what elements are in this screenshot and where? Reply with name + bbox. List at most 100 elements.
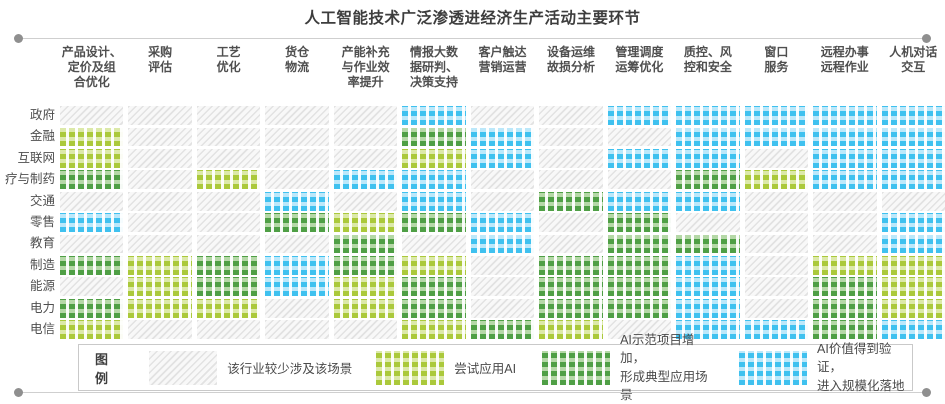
heatmap-cell [881, 256, 945, 275]
row-label-10: 电力 [29, 300, 55, 315]
row-label-1: 政府 [29, 108, 55, 122]
heatmap-cell [813, 298, 877, 318]
heatmap-cell [402, 234, 466, 254]
heatmap-cell [60, 320, 124, 339]
column-header-6: 情报大数 据研判、 决策支持 [410, 45, 459, 89]
heatmap-cell [402, 320, 466, 339]
heatmap-cell [128, 256, 192, 275]
column-header-3: 工艺 优化 [216, 45, 241, 74]
heatmap-cell [196, 277, 261, 297]
heatmap-cell [333, 320, 398, 339]
legend-swatch-demo [542, 350, 611, 385]
heatmap-cell [881, 320, 945, 339]
legend-label-demo: AI示范项目增加， 形成典型应用场景 [620, 333, 708, 402]
heatmap-cell [128, 127, 192, 147]
heatmap-cell [676, 106, 740, 126]
heatmap-cell [402, 149, 466, 168]
heatmap-cell [402, 191, 466, 211]
heatmap-cell [539, 170, 603, 190]
heatmap-cell [539, 234, 603, 254]
heatmap-cell [539, 298, 603, 318]
heatmap-cell [881, 127, 945, 147]
column-header-12: 远程办事 远程作业 [820, 45, 869, 74]
heatmap-cell [539, 320, 603, 339]
row-label-11: 电信 [29, 321, 55, 336]
heatmap-cell [60, 127, 124, 147]
heatmap-cell [333, 170, 398, 190]
heatmap-cell [402, 127, 466, 147]
heatmap-cell [196, 213, 261, 233]
row-label-2: 金融 [29, 129, 55, 144]
heatmap-cell [744, 298, 809, 318]
legend-label-none: 该行业较少涉及该场景 [227, 362, 353, 376]
column-header-1: 产品设计、 定价及组 合优化 [61, 45, 122, 89]
heatmap-cell [60, 234, 124, 254]
heatmap-cell [470, 213, 535, 233]
heatmap-cell [813, 191, 877, 211]
column-header-13: 人机对话 交互 [889, 45, 938, 74]
heatmap-cell [881, 170, 945, 190]
heatmap-cell [196, 256, 261, 275]
heatmap-cell [265, 191, 329, 211]
row-label-5: 交通 [29, 193, 55, 208]
heatmap-cell [402, 298, 466, 318]
heatmap-cell [196, 149, 261, 168]
heatmap-cell [128, 170, 192, 190]
heatmap-cell [402, 256, 466, 275]
heatmap-cell [265, 298, 329, 318]
heatmap-cell [196, 320, 261, 339]
heatmap-cell [813, 106, 877, 126]
heatmap-cell [470, 256, 535, 275]
heatmap-cell [607, 234, 672, 254]
column-header-8: 设备运维 故损分析 [546, 45, 595, 74]
heatmap-cell [744, 320, 809, 339]
row-label-7: 教育 [29, 236, 55, 251]
heatmap-cell [607, 277, 672, 297]
heatmap-cell [539, 127, 603, 147]
row-label-4: 疗与制药 [4, 172, 55, 187]
heatmap-cell [265, 277, 329, 297]
heatmap-cell [60, 191, 124, 211]
heatmap-cell [128, 191, 192, 211]
column-header-7: 客户触达 营销运营 [478, 45, 527, 74]
heatmap-cell [333, 106, 398, 126]
heatmap-cell [676, 234, 740, 254]
heatmap-cell [744, 170, 809, 190]
heatmap-cell [881, 106, 945, 126]
heatmap-cell [676, 298, 740, 318]
heatmap-cell [744, 127, 809, 147]
column-header-11: 窗口 服务 [764, 45, 789, 74]
row-label-3: 互联网 [17, 150, 55, 165]
heatmap-cell [470, 298, 535, 318]
heatmap-cell [128, 106, 192, 126]
heatmap-cell [607, 213, 672, 233]
heatmap-cell [539, 149, 603, 168]
legend-label-trial: 尝试应用AI [454, 362, 517, 376]
heatmap-cell [402, 170, 466, 190]
heatmap-cell [402, 106, 466, 126]
heatmap-cell [265, 170, 329, 190]
heatmap-cell [196, 191, 261, 211]
heatmap-cell [881, 298, 945, 318]
heatmap-cell [607, 149, 672, 168]
heatmap-cell [60, 149, 124, 168]
column-header-5: 产能补充 与作业效 率提升 [341, 45, 390, 89]
heatmap-cell [196, 106, 261, 126]
heatmap-cell [128, 277, 192, 297]
heatmap-cell [813, 277, 877, 297]
top-divider-line [14, 34, 931, 43]
heatmap-cell [60, 298, 124, 318]
row-label-8: 制造 [29, 257, 55, 272]
heatmap-cell [196, 170, 261, 190]
heatmap-cell [607, 320, 672, 339]
heatmap-cell [402, 277, 466, 297]
heatmap-cell [265, 213, 329, 233]
divider-dot-left [14, 34, 23, 43]
heatmap-cell [881, 213, 945, 233]
legend-swatch-none [149, 350, 218, 385]
heatmap-cell [60, 277, 124, 297]
heatmap-cell [744, 191, 809, 211]
heatmap-cell [470, 320, 535, 339]
heatmap-cell [676, 191, 740, 211]
heatmap-cell [744, 106, 809, 126]
